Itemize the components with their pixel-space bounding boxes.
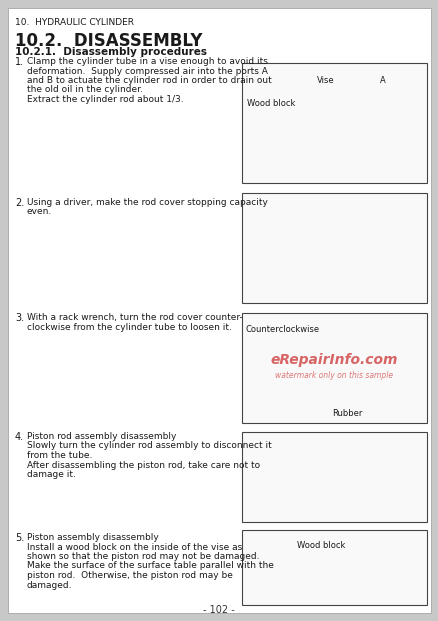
Text: Piston assembly disassembly: Piston assembly disassembly <box>27 533 159 542</box>
Text: Vise: Vise <box>316 76 334 85</box>
Text: Wood block: Wood block <box>247 99 295 108</box>
Text: watermark only on this sample: watermark only on this sample <box>274 371 392 381</box>
Text: 2.: 2. <box>15 198 24 208</box>
Text: and B to actuate the cylinder rod in order to drain out: and B to actuate the cylinder rod in ord… <box>27 76 271 85</box>
Text: 3.: 3. <box>15 313 24 323</box>
Bar <box>241 432 426 522</box>
Text: Clamp the cylinder tube in a vise enough to avoid its: Clamp the cylinder tube in a vise enough… <box>27 57 267 66</box>
Text: clockwise from the cylinder tube to loosen it.: clockwise from the cylinder tube to loos… <box>27 322 231 332</box>
Text: Make the surface of the surface table parallel with the: Make the surface of the surface table pa… <box>27 561 273 571</box>
Text: Extract the cylinder rod about 1/3.: Extract the cylinder rod about 1/3. <box>27 95 183 104</box>
Text: 4.: 4. <box>15 432 24 442</box>
Text: Install a wood block on the inside of the vise as: Install a wood block on the inside of th… <box>27 543 242 551</box>
Text: - 102 -: - 102 - <box>203 605 234 615</box>
Text: With a rack wrench, turn the rod cover counter-: With a rack wrench, turn the rod cover c… <box>27 313 242 322</box>
Text: 10.2.1.  Disassembly procedures: 10.2.1. Disassembly procedures <box>15 47 207 57</box>
Bar <box>241 193 426 303</box>
Bar <box>241 313 426 423</box>
Text: Piston rod assembly disassembly: Piston rod assembly disassembly <box>27 432 176 441</box>
Text: damage it.: damage it. <box>27 470 76 479</box>
Text: the old oil in the cylinder.: the old oil in the cylinder. <box>27 86 142 94</box>
Text: piston rod.  Otherwise, the piston rod may be: piston rod. Otherwise, the piston rod ma… <box>27 571 232 580</box>
Text: 10.  HYDRAULIC CYLINDER: 10. HYDRAULIC CYLINDER <box>15 18 134 27</box>
Text: Rubber: Rubber <box>331 409 361 418</box>
Text: damaged.: damaged. <box>27 581 72 589</box>
Text: Wood block: Wood block <box>297 541 345 550</box>
Text: Counterclockwise: Counterclockwise <box>245 325 319 334</box>
Bar <box>241 63 426 183</box>
Bar <box>241 530 426 605</box>
Text: After disassembling the piston rod, take care not to: After disassembling the piston rod, take… <box>27 461 260 469</box>
Text: 5.: 5. <box>15 533 24 543</box>
Text: Using a driver, make the rod cover stopping capacity: Using a driver, make the rod cover stopp… <box>27 198 267 207</box>
Text: from the tube.: from the tube. <box>27 451 92 460</box>
Text: 10.2.  DISASSEMBLY: 10.2. DISASSEMBLY <box>15 32 202 50</box>
Text: shown so that the piston rod may not be damaged.: shown so that the piston rod may not be … <box>27 552 259 561</box>
Text: Slowly turn the cylinder rod assembly to disconnect it: Slowly turn the cylinder rod assembly to… <box>27 442 271 450</box>
Text: A: A <box>379 76 385 85</box>
Text: 1.: 1. <box>15 57 24 67</box>
Text: deformation.  Supply compressed air into the ports A: deformation. Supply compressed air into … <box>27 66 267 76</box>
Text: eRepairInfo.com: eRepairInfo.com <box>270 353 397 367</box>
Text: even.: even. <box>27 207 52 217</box>
